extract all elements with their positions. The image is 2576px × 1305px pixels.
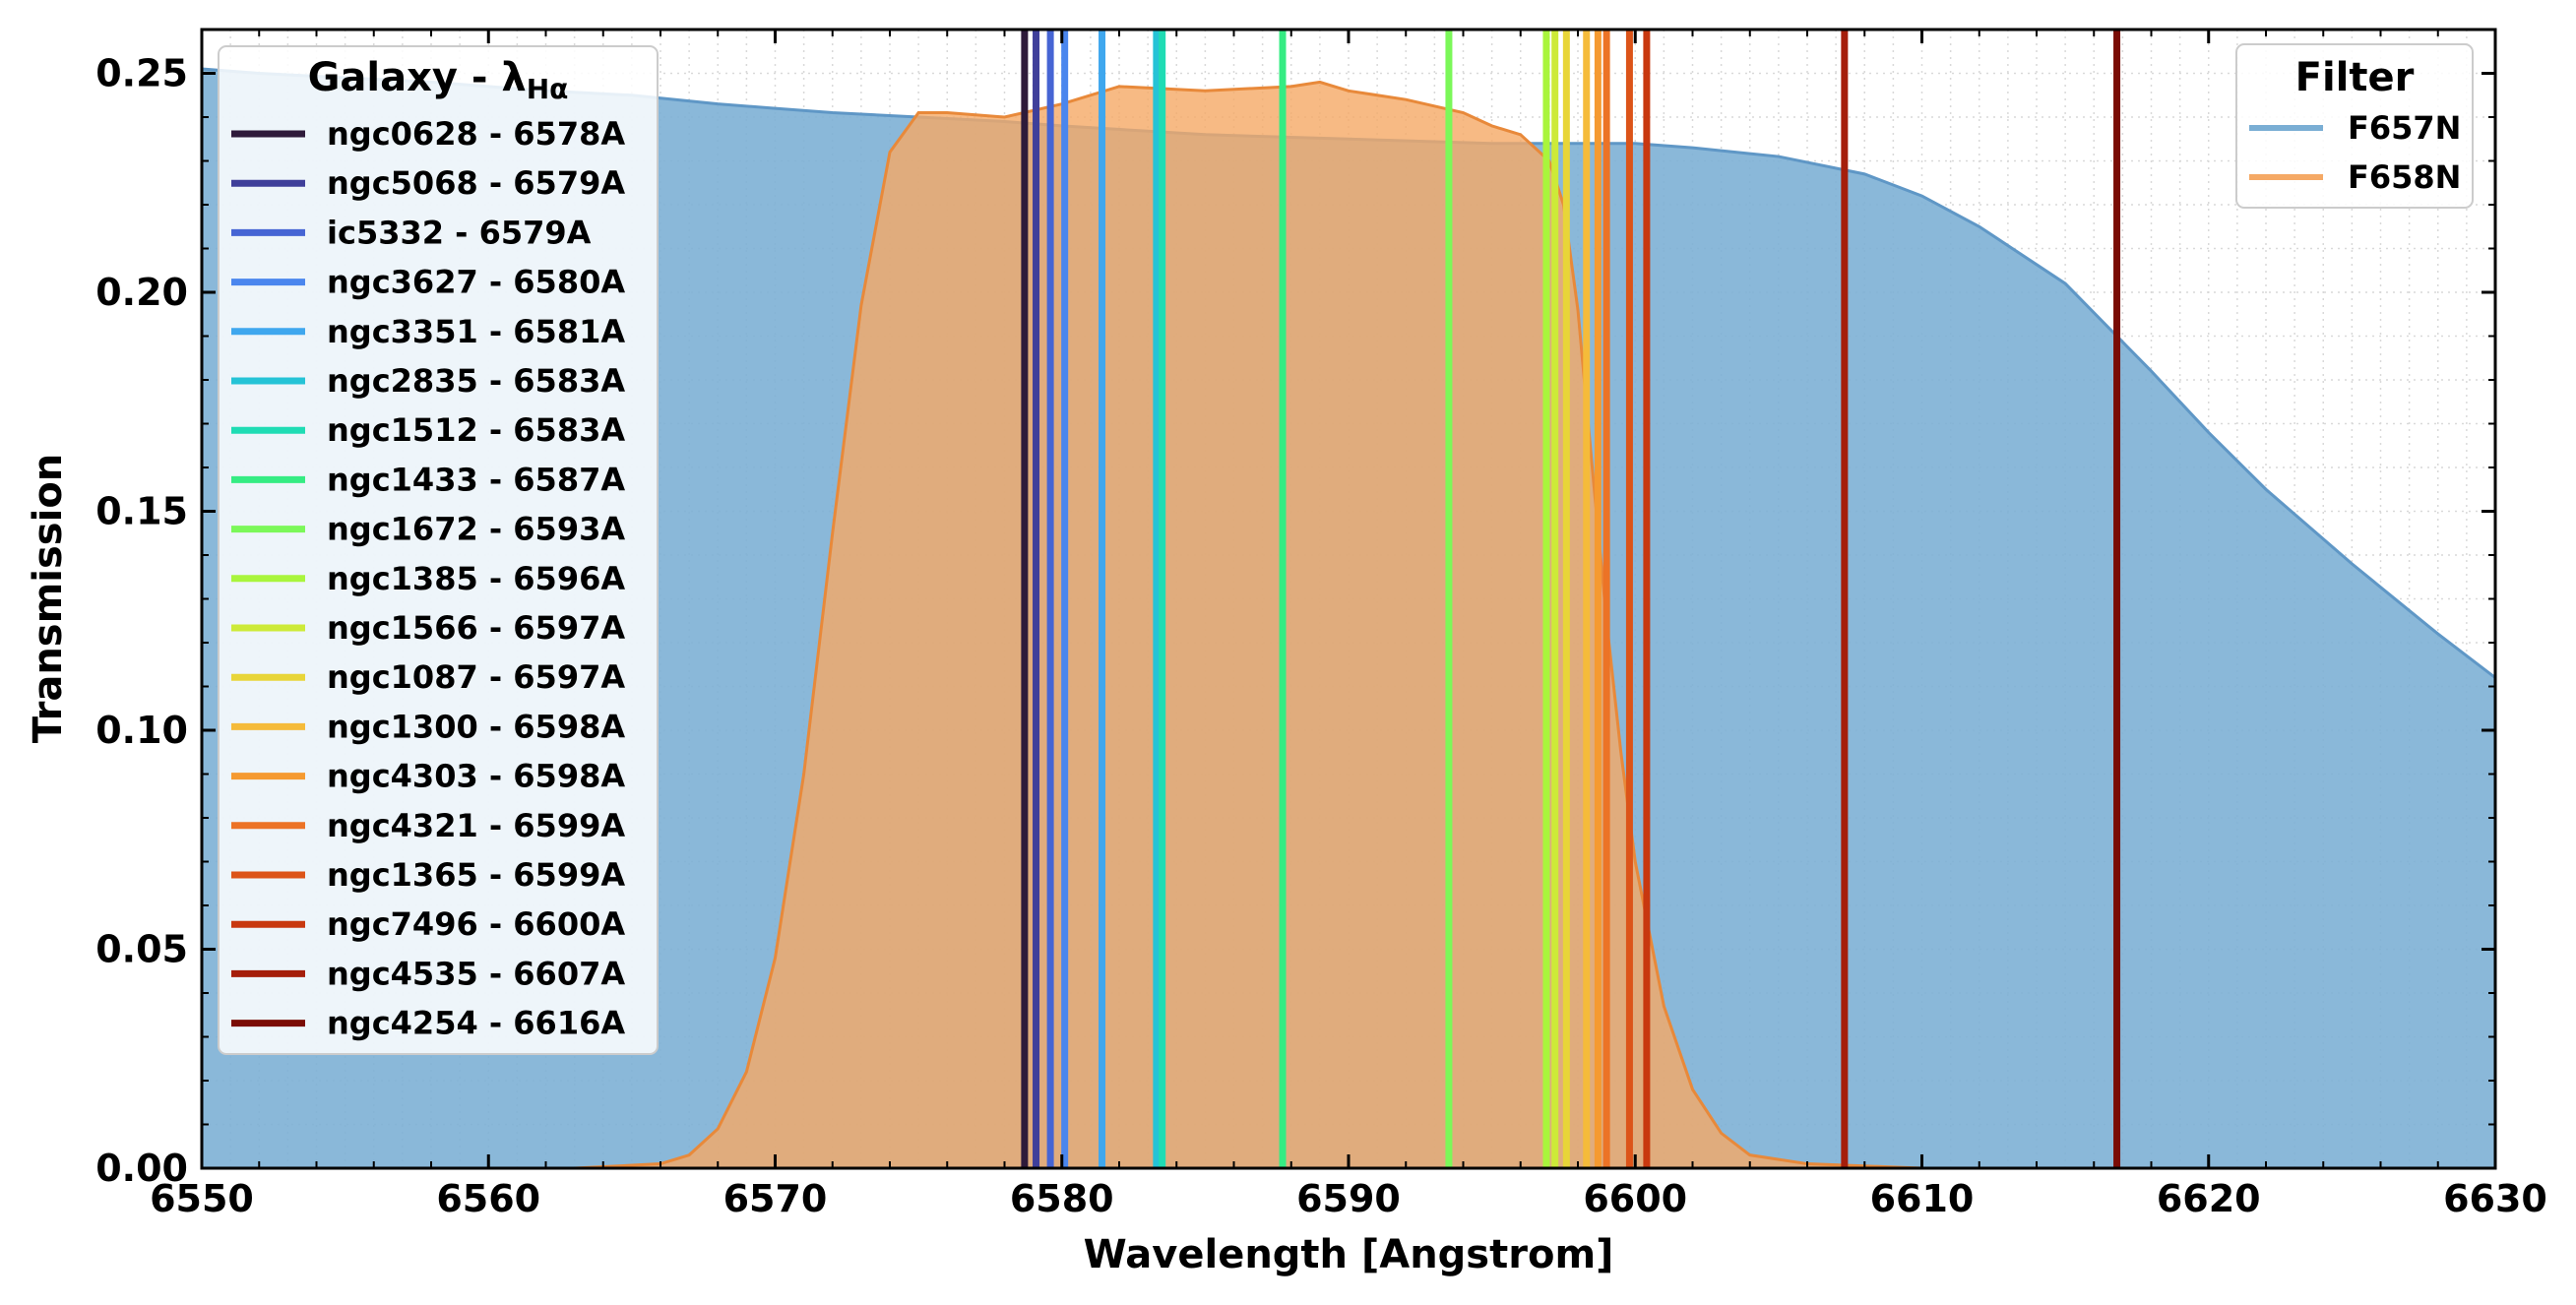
- x-tick-label: 6570: [723, 1177, 828, 1220]
- filter-legend-box: [2235, 43, 2474, 209]
- galaxy-legend-label: ngc4254 - 6616A: [327, 1005, 625, 1042]
- galaxy-legend-title: Galaxy - λHα: [308, 55, 569, 105]
- galaxy-legend-entries: ngc0628 - 6578A ngc5068 - 6579A ic5332 - 6…: [231, 115, 625, 1042]
- galaxy-lines: [1021, 30, 2121, 1168]
- galaxy-legend-label: ngc5068 - 6579A: [327, 164, 625, 202]
- galaxy-legend-label: ngc7496 - 6600A: [327, 905, 625, 943]
- y-tick-label: 0.20: [95, 271, 188, 314]
- y-tick-label: 0.10: [95, 709, 188, 752]
- x-tick-label: 6620: [2157, 1177, 2261, 1220]
- filter-legend-label: F658N: [2348, 158, 2461, 196]
- area-f658n: [202, 82, 2495, 1168]
- filter-legend-entries: F657N F658N: [2249, 109, 2461, 196]
- galaxy-legend-label: ngc4535 - 6607A: [327, 955, 625, 992]
- x-tick-label: 6610: [1870, 1177, 1975, 1220]
- galaxy-legend-label: ic5332 - 6579A: [327, 214, 592, 251]
- x-tick-label: 6550: [150, 1177, 254, 1220]
- galaxy-legend-label: ngc2835 - 6583A: [327, 362, 625, 400]
- galaxy-legend-box: [218, 45, 659, 1055]
- galaxy-legend-label: ngc4321 - 6599A: [327, 807, 625, 844]
- tick-labels: 6550 6560 6570 6580 6590 6600 6610 6620 6630 0.00…: [95, 52, 2547, 1221]
- galaxy-legend-label: ngc3351 - 6581A: [327, 313, 625, 350]
- x-tick-label: 6600: [1583, 1177, 1687, 1220]
- galaxy-legend-label: ngc1433 - 6587A: [327, 461, 625, 498]
- galaxy-legend: Galaxy - λHα ngc0628 - 6578A ngc5068 - 65…: [218, 45, 659, 1055]
- y-axis-label: Transmission: [26, 454, 71, 744]
- filter-legend: Filter F657N F658N: [2235, 43, 2474, 209]
- y-tick-label: 0.00: [95, 1147, 188, 1190]
- x-tick-label: 6630: [2443, 1177, 2547, 1220]
- y-tick-label: 0.15: [95, 490, 188, 533]
- x-tick-label: 6560: [436, 1177, 540, 1220]
- galaxy-legend-label: ngc0628 - 6578A: [327, 115, 625, 153]
- x-tick-label: 6580: [1010, 1177, 1114, 1220]
- galaxy-legend-label: ngc3627 - 6580A: [327, 264, 625, 301]
- galaxy-legend-label: ngc1300 - 6598A: [327, 708, 625, 745]
- galaxy-legend-label: ngc1385 - 6596A: [327, 560, 625, 597]
- x-axis-label: Wavelength [Angstrom]: [1084, 1232, 1614, 1277]
- galaxy-legend-label: ngc1512 - 6583A: [327, 411, 625, 449]
- galaxy-legend-label: ngc1672 - 6593A: [327, 511, 625, 548]
- filter-legend-title: Filter: [2295, 55, 2415, 100]
- x-tick-label: 6590: [1296, 1177, 1401, 1220]
- y-tick-label: 0.25: [95, 52, 188, 95]
- galaxy-legend-label: ngc1365 - 6599A: [327, 856, 625, 894]
- plot-frame: [200, 28, 2497, 1170]
- galaxy-legend-label: ngc1566 - 6597A: [327, 609, 625, 647]
- galaxy-legend-label: ngc4303 - 6598A: [327, 758, 625, 795]
- galaxy-legend-label: ngc1087 - 6597A: [327, 658, 625, 696]
- y-tick-label: 0.05: [95, 928, 188, 971]
- curve-f658n: [202, 80, 2495, 1168]
- filter-legend-label: F657N: [2348, 109, 2461, 147]
- filter-areas: [202, 67, 2495, 1168]
